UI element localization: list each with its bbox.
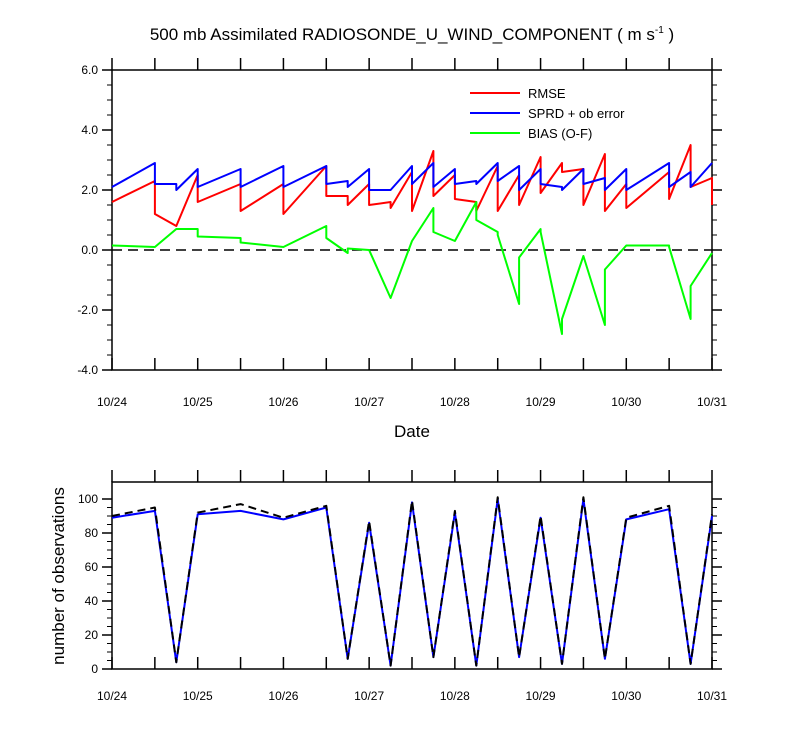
bottom-panel: 10/24 10/25 10/26 10/27 10/28 10/29 10/30 10/31… [49,470,727,703]
y-tick-label: 0 [91,662,98,676]
chart-title-main: 500 mb Assimilated RADIOSONDE_U_WIND_COM… [150,25,655,44]
x-tick-label: 10/25 [183,395,213,409]
top-series-line-0 [111,144,713,227]
top-y-tick-labels: -4.0 -2.0 0.0 2.0 4.0 6.0 [77,63,98,377]
y-tick-label: -4.0 [77,363,98,377]
y-tick-label: 4.0 [81,123,98,137]
x-tick-label: 10/26 [268,395,298,409]
legend-label-2: BIAS (O-F) [528,126,592,141]
x-tick-label: 10/26 [268,689,298,703]
x-tick-label: 10/30 [611,689,641,703]
top-series-line-1 [111,162,713,191]
bottom-x-tick-labels: 10/24 10/25 10/26 10/27 10/28 10/29 10/30 10/31 [97,689,727,703]
top-x-tick-labels: 10/24 10/25 10/26 10/27 10/28 10/29 10/30 10/31 [97,395,727,409]
y-tick-label: 80 [85,526,99,540]
top-ticks [102,58,722,371]
x-tick-label: 10/31 [697,689,727,703]
chart-title-superscript: -1 [655,25,664,36]
chart-title: 500 mb Assimilated RADIOSONDE_U_WIND_COM… [150,25,674,44]
top-series [111,144,713,335]
legend-label-1: SPRD + ob error [528,106,625,121]
legend: RMSE SPRD + ob error BIAS (O-F) [470,86,625,141]
top-series-line-2 [111,201,713,335]
y-tick-label: 2.0 [81,183,98,197]
x-tick-label: 10/29 [526,395,556,409]
y-tick-label: 6.0 [81,63,98,77]
x-tick-label: 10/30 [611,395,641,409]
x-tick-label: 10/29 [526,689,556,703]
y-tick-label: 20 [85,628,99,642]
y-tick-label: 100 [78,492,98,506]
y-axis-title-observations: number of observations [49,487,68,665]
chart-title-close: ) [664,25,674,44]
top-panel: 10/24 10/25 10/26 10/27 10/28 10/29 10/30 10/31… [77,58,727,441]
x-tick-label: 10/24 [97,395,127,409]
x-tick-label: 10/31 [697,395,727,409]
bottom-y-tick-labels: 0 20 40 60 80 100 [78,492,98,676]
y-tick-label: 60 [85,560,99,574]
y-tick-label: -2.0 [77,303,98,317]
x-tick-label: 10/28 [440,395,470,409]
y-tick-label: 40 [85,594,99,608]
bottom-ticks [102,470,722,670]
x-tick-label: 10/27 [354,689,384,703]
x-tick-label: 10/25 [183,689,213,703]
x-tick-label: 10/24 [97,689,127,703]
bottom-series [111,496,713,667]
legend-label-0: RMSE [528,86,566,101]
x-axis-title: Date [394,422,430,441]
x-tick-label: 10/27 [354,395,384,409]
bottom-series-line-1 [111,496,713,667]
bottom-series-line-0 [111,498,713,667]
y-tick-label: 0.0 [81,243,98,257]
x-tick-label: 10/28 [440,689,470,703]
